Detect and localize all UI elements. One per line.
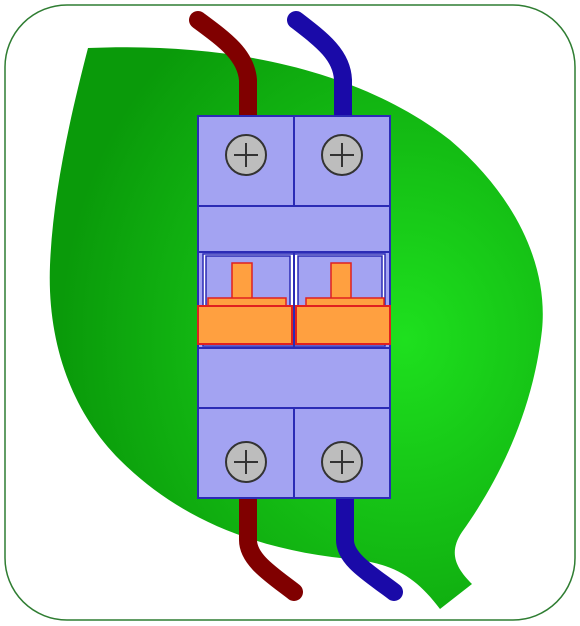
switch-right-collar xyxy=(305,297,385,307)
switch-right xyxy=(295,262,391,345)
switch-left-toggle xyxy=(231,262,253,300)
screw-icon xyxy=(225,134,363,483)
switch-right-base xyxy=(295,305,391,345)
wire-phase-bottom xyxy=(239,485,303,601)
wire-neutral-top xyxy=(287,11,352,131)
wire-phase-top xyxy=(189,11,257,131)
switch-left-collar xyxy=(207,297,287,307)
circuit-breaker-icon xyxy=(197,115,391,499)
wire-neutral-bottom xyxy=(336,485,403,601)
switch-left xyxy=(197,262,293,345)
switch-left-base xyxy=(197,305,293,345)
switch-right-toggle xyxy=(330,262,352,300)
